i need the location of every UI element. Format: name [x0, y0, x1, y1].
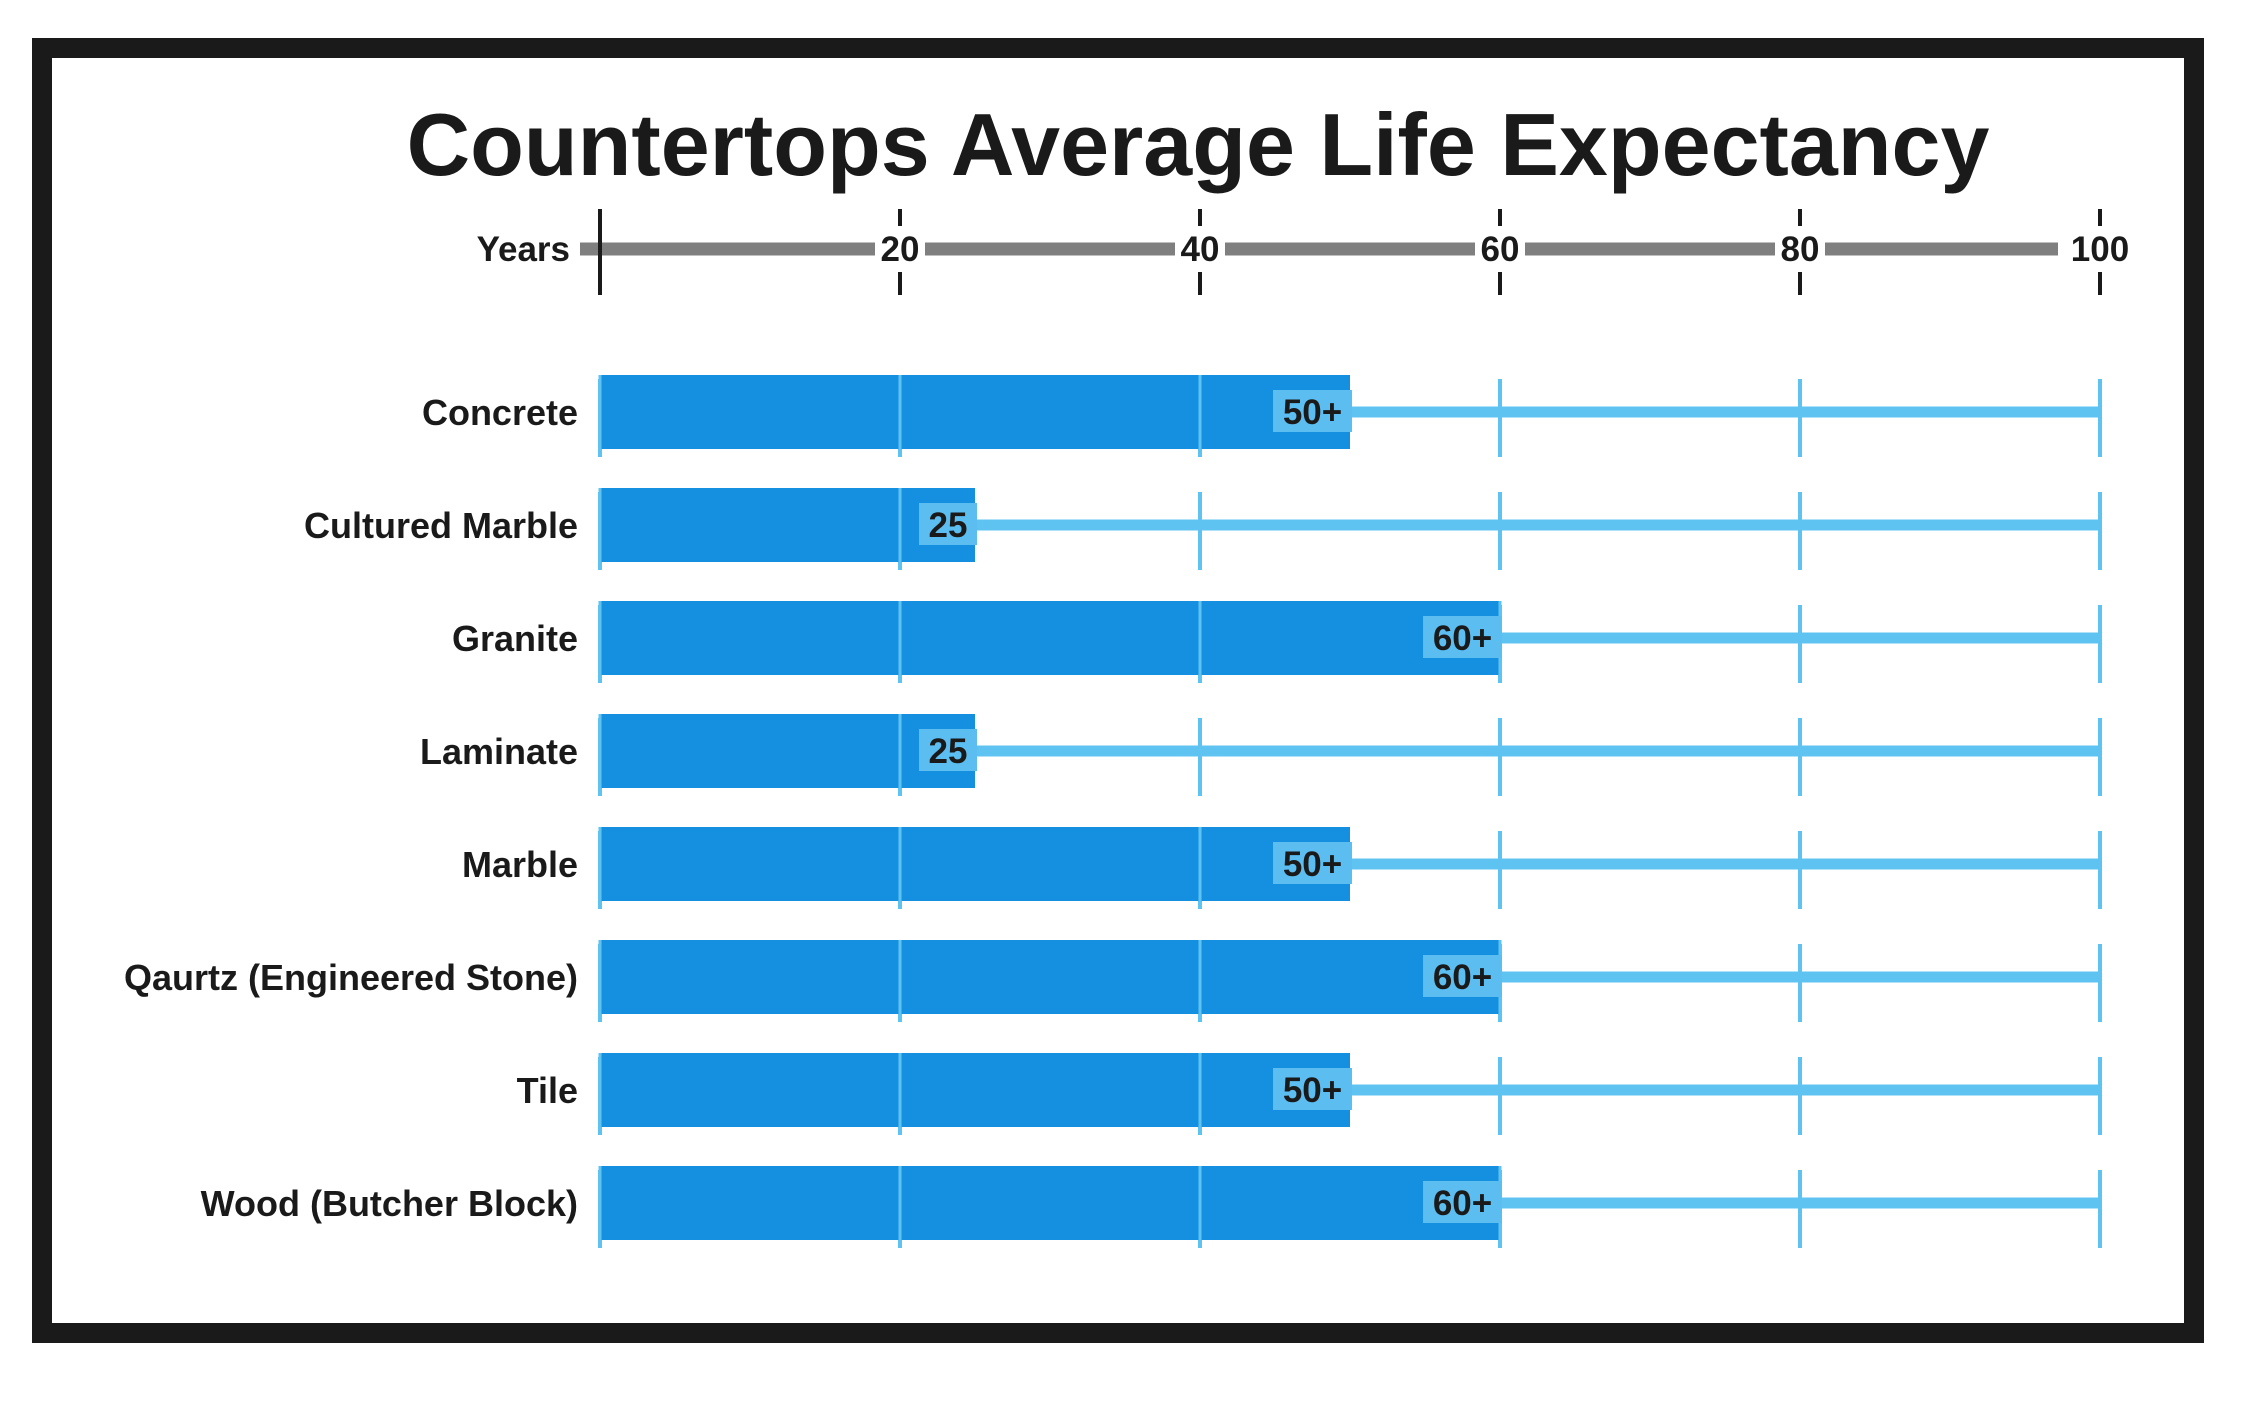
x-tick-label-bg	[2064, 226, 2136, 272]
x-tick-label: 80	[1781, 230, 1820, 269]
value-label-bg	[1273, 842, 1352, 884]
x-tick-label-bg	[1475, 226, 1525, 272]
bar	[600, 488, 975, 562]
category-label: Granite	[452, 618, 578, 659]
x-tick-label-bg	[875, 226, 925, 272]
value-label: 60+	[1433, 619, 1492, 658]
value-label-bg	[1273, 390, 1352, 432]
value-label-bg	[1423, 1181, 1502, 1223]
category-label: Qaurtz (Engineered Stone)	[124, 957, 578, 998]
category-label: Wood (Butcher Block)	[201, 1183, 578, 1224]
bar	[600, 375, 1350, 449]
bar-row: Wood (Butcher Block) 60+	[201, 1166, 2102, 1248]
bar	[600, 1166, 1500, 1240]
bar-row: Qaurtz (Engineered Stone) 60+	[124, 940, 2102, 1022]
bar-row: Concrete 50+	[422, 375, 2102, 457]
value-label-bg	[1273, 1068, 1352, 1110]
bar	[600, 1053, 1350, 1127]
chart-title: Countertops Average Life Expectancy	[407, 95, 1990, 194]
value-label: 60+	[1433, 1184, 1492, 1223]
value-label: 25	[929, 732, 968, 771]
x-tick-label-bg	[1775, 226, 1825, 272]
x-tick-label-bg	[1175, 226, 1225, 272]
value-label-bg	[1423, 955, 1502, 997]
bar	[600, 601, 1500, 675]
x-axis: 20 40 60 80 100	[580, 209, 2136, 295]
value-label: 50+	[1283, 393, 1342, 432]
value-label: 50+	[1283, 1071, 1342, 1110]
bar	[600, 827, 1350, 901]
value-label-bg	[919, 729, 977, 771]
value-label: 25	[929, 506, 968, 545]
bar-row: Laminate 25	[420, 714, 2102, 796]
x-tick-label: 20	[881, 230, 920, 269]
category-label: Laminate	[420, 731, 578, 772]
value-label: 60+	[1433, 958, 1492, 997]
category-label: Marble	[462, 844, 578, 885]
bar	[600, 940, 1500, 1014]
category-label: Cultured Marble	[304, 505, 578, 546]
value-label-bg	[1423, 616, 1502, 658]
bar-rows: Concrete 50+ Cultured Marble 25 Granite 60+ La…	[124, 375, 2102, 1248]
x-tick-label: 100	[2071, 230, 2129, 269]
category-label: Concrete	[422, 392, 578, 433]
category-label: Tile	[517, 1070, 578, 1111]
bar-row: Tile 50+	[517, 1053, 2102, 1135]
value-label: 50+	[1283, 845, 1342, 884]
value-label-bg	[919, 503, 977, 545]
bar-row: Marble 50+	[462, 827, 2102, 909]
bar	[600, 714, 975, 788]
bar-row: Cultured Marble 25	[304, 488, 2102, 570]
bar-row: Granite 60+	[452, 601, 2102, 683]
x-tick-label: 60	[1481, 230, 1520, 269]
x-axis-label: Years	[477, 230, 570, 269]
x-tick-label: 40	[1181, 230, 1220, 269]
